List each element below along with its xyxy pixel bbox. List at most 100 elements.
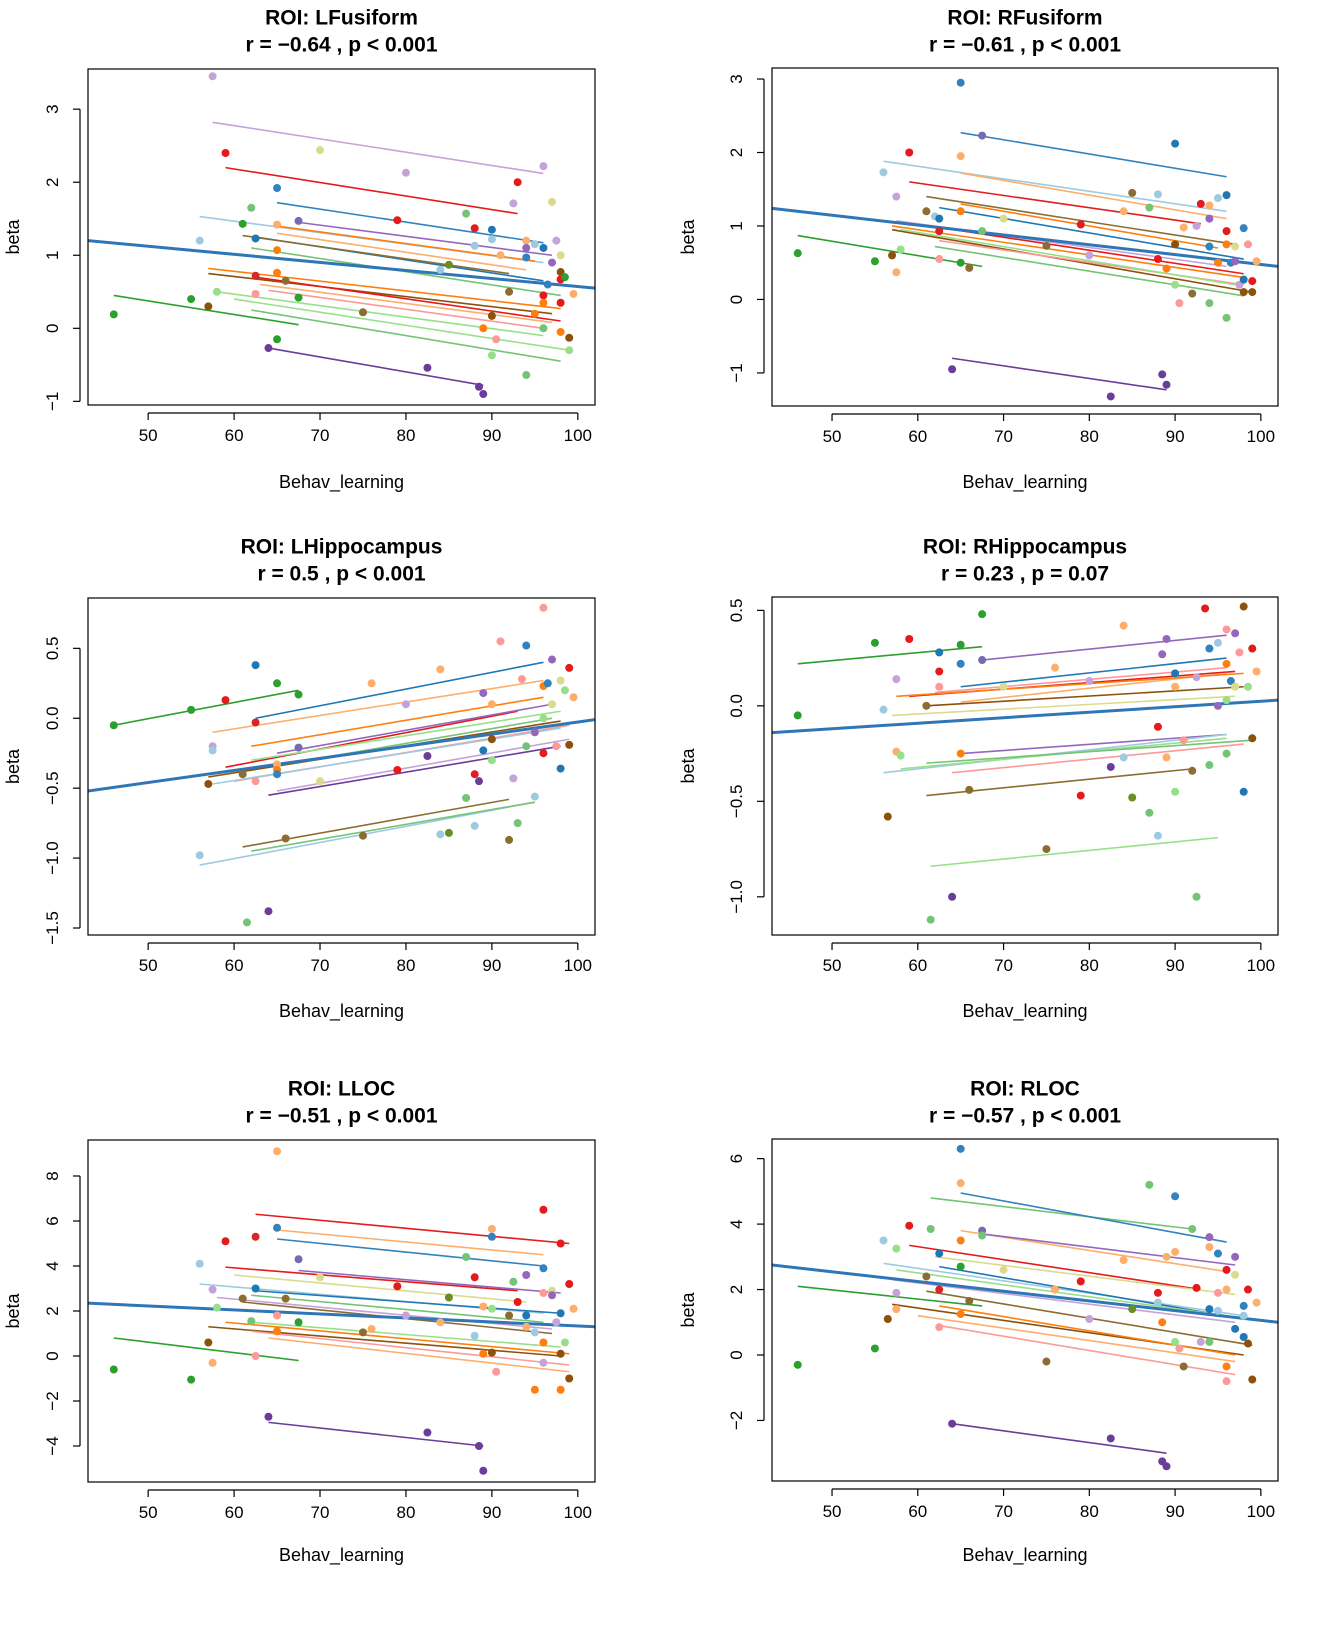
subject-fit-line <box>900 228 1236 286</box>
data-point <box>1188 1225 1197 1233</box>
data-point <box>1051 663 1060 672</box>
data-point <box>548 655 557 664</box>
x-axis-label: Behav_learning <box>962 472 1087 493</box>
data-point <box>264 1412 273 1421</box>
data-point <box>556 327 565 336</box>
x-axis-label: Behav_learning <box>279 472 404 493</box>
data-point <box>487 1348 496 1357</box>
data-point <box>530 1328 539 1337</box>
subject-fit-line <box>268 289 544 330</box>
subject-fit-line <box>797 234 983 268</box>
data-point <box>522 1322 531 1331</box>
subject-fit-line <box>896 672 1244 698</box>
data-point <box>462 209 471 218</box>
data-point <box>1252 257 1261 266</box>
data-point <box>978 656 987 665</box>
y-tick-label: 1 <box>43 251 62 260</box>
subject-fit-line <box>960 657 1227 688</box>
data-point <box>935 667 944 676</box>
y-tick-label: 0.5 <box>727 599 746 623</box>
x-tick-label: 70 <box>311 1503 330 1522</box>
data-point <box>479 746 488 755</box>
data-point <box>1119 207 1128 216</box>
data-point <box>1085 1315 1094 1323</box>
data-point <box>1128 793 1137 802</box>
data-point <box>1252 667 1261 676</box>
data-point <box>1205 1243 1214 1251</box>
subject-fit-line <box>199 801 535 866</box>
data-point <box>1171 669 1180 678</box>
data-point <box>565 1280 574 1288</box>
x-axis-label: Behav_learning <box>962 1545 1087 1566</box>
x-tick-label: 100 <box>1247 1502 1275 1521</box>
data-point <box>793 1360 802 1369</box>
data-point <box>1128 1305 1137 1314</box>
data-point <box>423 752 432 761</box>
data-point <box>195 851 204 860</box>
data-point <box>1235 648 1244 657</box>
x-tick-label: 80 <box>1080 427 1099 446</box>
data-point <box>1171 280 1180 289</box>
data-point <box>879 168 888 177</box>
data-point <box>273 335 282 344</box>
data-point <box>1239 275 1248 284</box>
data-point <box>204 1338 213 1347</box>
x-tick-label: 70 <box>311 426 330 445</box>
data-point <box>479 390 488 399</box>
subject-fit-line <box>939 1305 1236 1356</box>
x-tick-label: 100 <box>1247 427 1275 446</box>
data-point <box>948 365 957 374</box>
data-point <box>462 1253 471 1261</box>
data-point <box>436 265 445 274</box>
subject-fit-line <box>926 739 1253 764</box>
data-point <box>208 1358 217 1367</box>
chart-title: ROI: RFusiform <box>947 7 1102 30</box>
data-point <box>965 1297 974 1305</box>
x-tick-label: 60 <box>225 426 244 445</box>
data-point <box>509 774 518 783</box>
subject-fit-line <box>259 283 553 324</box>
subject-fit-line <box>255 661 544 720</box>
data-point <box>1248 277 1257 286</box>
data-point <box>1171 682 1180 691</box>
subject-fit-line <box>276 738 570 792</box>
data-point <box>879 705 888 714</box>
subject-fit-line <box>926 685 1244 707</box>
data-point <box>242 918 251 927</box>
data-point <box>530 792 539 801</box>
y-tick-label: −1.5 <box>43 911 62 945</box>
data-point <box>956 749 965 758</box>
data-point <box>273 679 282 688</box>
subject-fit-line <box>208 272 553 315</box>
subject-fit-line <box>113 689 299 727</box>
subject-fit-line <box>960 1192 1227 1243</box>
data-point <box>1162 380 1171 389</box>
data-point <box>247 1317 256 1326</box>
x-tick-label: 90 <box>482 426 501 445</box>
data-point <box>423 1428 432 1437</box>
data-point <box>251 234 260 243</box>
data-point <box>1231 682 1240 691</box>
x-tick-label: 100 <box>1247 956 1275 975</box>
subject-fit-line <box>951 1422 1167 1454</box>
data-point <box>505 1311 514 1320</box>
data-point <box>496 251 505 260</box>
data-point <box>883 812 892 821</box>
chart-svg: ROI: LHippocampus r = 0.5 , p < 0.001 50 60… <box>3 536 596 1022</box>
data-point <box>978 610 987 619</box>
data-point <box>892 1288 901 1297</box>
chart-panel-rhippocampus: ROI: RHippocampus r = 0.23 , p = 0.07 50 60… <box>666 530 1333 1040</box>
y-axis-label: beta <box>3 219 23 255</box>
data-point <box>1239 1311 1248 1320</box>
chart-panel-lloc: ROI: LLOC r = −0.51 , p < 0.001 50 60 70 80 90… <box>0 1070 666 1623</box>
data-point <box>358 308 367 317</box>
data-point <box>1171 1192 1180 1201</box>
data-point <box>522 1311 531 1320</box>
x-tick-label: 50 <box>139 1503 158 1522</box>
data-point <box>358 831 367 840</box>
data-point <box>948 892 957 901</box>
x-tick-label: 50 <box>139 956 158 975</box>
data-point <box>281 276 290 285</box>
chart-svg: ROI: LFusiform r = −0.64 , p < 0.001 50 60 7… <box>3 7 596 493</box>
